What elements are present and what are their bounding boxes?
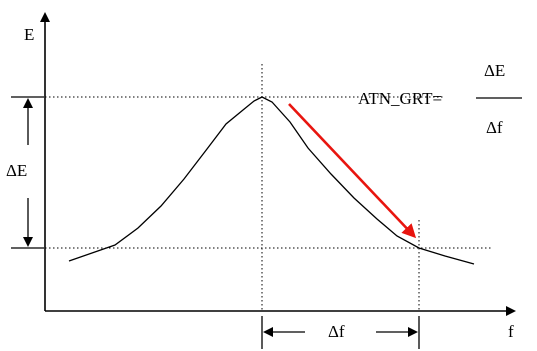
delta-e-label: ΔE (6, 161, 27, 180)
attenuation-gradient-arrow (288, 103, 417, 239)
delta-markers (11, 96, 420, 349)
delta-f-label: Δf (328, 322, 345, 341)
response-curve (68, 96, 475, 265)
attenuation-gradient-formula: ATN_GRT= ΔE Δf (358, 61, 522, 137)
x-axis-label: f (508, 322, 514, 341)
formula-lhs: ATN_GRT= (358, 89, 442, 108)
axes (40, 12, 516, 316)
guide-lines (13, 64, 492, 311)
formula-numerator: ΔE (484, 61, 505, 80)
y-axis-label: E (24, 25, 34, 44)
formula-denominator: Δf (486, 118, 503, 137)
